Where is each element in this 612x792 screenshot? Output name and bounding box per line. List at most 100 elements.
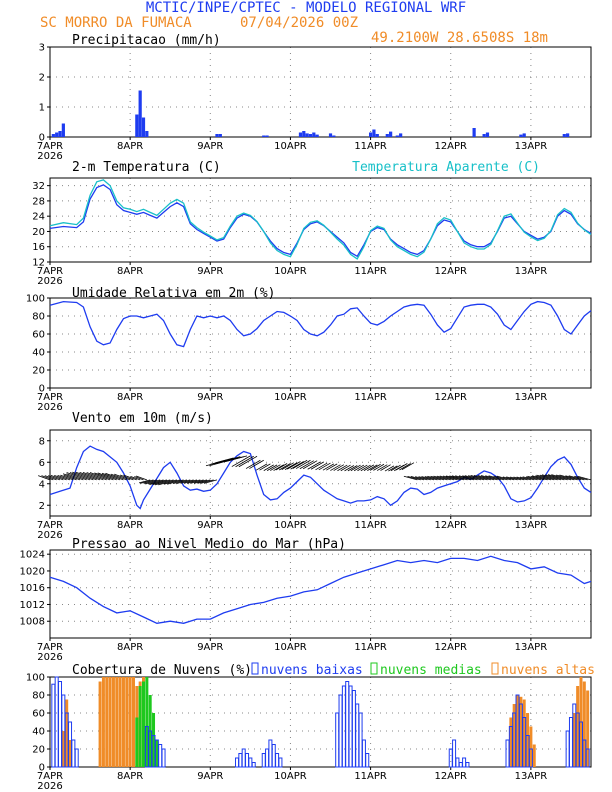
cloud-bar-blue <box>341 685 346 768</box>
wind-arrow <box>220 456 241 463</box>
rh-title: Umidade Relativa em 2m (%) <box>72 286 276 301</box>
slp-xtick-label: 9APR <box>197 642 223 653</box>
precip-bar <box>145 131 149 137</box>
precip-bar <box>138 90 142 137</box>
clouds-ytick-label: 40 <box>32 727 45 738</box>
precip-bar <box>566 133 570 137</box>
rh-ytick-label: 0 <box>39 384 45 395</box>
wind-arrow <box>163 479 181 485</box>
precip-bar <box>302 131 306 137</box>
wind-arrow <box>69 472 91 481</box>
cloud-bar-blue <box>238 753 243 768</box>
wind-arrow <box>373 463 385 471</box>
slp-ytick-label: 1020 <box>20 566 45 577</box>
slp-xtick-label: 11APR <box>354 642 387 653</box>
wind-arrow <box>281 462 294 470</box>
cloud-bar-blue <box>338 694 343 768</box>
cloud-bar-green <box>145 677 149 767</box>
wind-arrow <box>148 479 164 485</box>
wind-arrow <box>333 464 345 471</box>
precip-bar <box>218 134 222 137</box>
cloud-bar-blue <box>275 753 280 768</box>
wind-arrow <box>119 474 134 481</box>
precip-bar <box>51 134 55 137</box>
wind-arrow <box>445 475 461 481</box>
wind-arrow <box>353 464 365 472</box>
cloud-bar-blue <box>161 748 166 768</box>
wind-arrow <box>245 459 261 469</box>
wind-arrow <box>255 463 268 471</box>
cloud-bar-orange <box>522 699 526 767</box>
wind-arrow <box>407 475 421 481</box>
wind-arrow <box>66 473 84 481</box>
clouds-ytick-label: 20 <box>32 745 45 756</box>
wind-ytick-label: 4 <box>39 479 45 490</box>
wind-arrow <box>54 474 67 481</box>
precip-xtick-label: 13APR <box>515 141 548 152</box>
clouds-ytick-label: 100 <box>26 673 45 684</box>
precip-title: Precipitacao (mm/h) <box>72 33 221 48</box>
wind-arrow <box>470 474 488 481</box>
clouds-xtick-label: 10APR <box>274 771 307 782</box>
wind-arrow <box>273 464 284 471</box>
wind-arrow <box>86 472 107 481</box>
precip-bar <box>61 123 65 137</box>
wind-title: Vento em 10m (m/s) <box>72 411 213 426</box>
wind-arrow <box>433 475 448 481</box>
wind-arrow <box>473 474 491 481</box>
wind-arrow <box>149 479 167 485</box>
rh-ytick-label: 80 <box>32 312 45 323</box>
slp-xtick-label: 12APR <box>434 642 467 653</box>
cloud-bar-blue <box>248 757 253 768</box>
precip-bar <box>58 131 62 137</box>
wind-xtick-label: 13APR <box>515 520 548 531</box>
clouds-xtick-label: 13APR <box>515 771 548 782</box>
temp-series-cyan <box>49 179 592 260</box>
wind-arrow <box>315 462 328 471</box>
cloud-bar-orange <box>512 704 516 767</box>
rh-ytick-label: 20 <box>32 366 45 377</box>
wind-arrow <box>158 479 178 486</box>
cloud-bar-blue <box>268 739 273 768</box>
wind-arrow <box>337 464 348 472</box>
clouds-xtick-label: 11APR <box>354 771 387 782</box>
cloud-bar-blue <box>74 748 79 768</box>
cloud-bar-orange <box>519 696 523 767</box>
wind-arrow <box>574 475 588 481</box>
rh-xtick-label: 10APR <box>274 392 307 403</box>
temp-ytick-label: 12 <box>32 258 45 269</box>
wind-arrow <box>200 479 214 484</box>
wind-arrow <box>266 464 278 471</box>
wind-arrow <box>249 459 264 469</box>
cloud-bar-blue <box>158 744 163 768</box>
clouds-year-label: 2026 <box>37 781 62 792</box>
wind-arrow <box>565 475 582 481</box>
wind-arrow <box>535 475 552 481</box>
wind-arrow <box>123 474 137 481</box>
cloud-bar-green <box>152 713 156 767</box>
wind-xtick-label: 8APR <box>117 520 143 531</box>
wind-arrow <box>443 475 458 481</box>
wind-arrow <box>66 472 87 481</box>
temp-title: 2-m Temperatura (C) <box>72 160 221 175</box>
wind-arrow <box>172 479 188 484</box>
wind-arrow <box>79 472 101 481</box>
wind-arrow <box>322 463 335 471</box>
wind-arrow <box>510 476 521 481</box>
precip-bar <box>482 134 486 137</box>
cloud-bar-blue <box>355 703 360 768</box>
precip-bar <box>375 134 379 137</box>
clouds-title: Cobertura de Nuvens (%) <box>72 663 252 678</box>
wind-arrow <box>89 472 111 481</box>
wind-arrow <box>101 472 121 481</box>
wind-arrow <box>531 475 548 481</box>
wind-arrow <box>144 479 161 485</box>
precip-ytick-label: 3 <box>39 43 45 54</box>
wind-arrow <box>235 455 254 468</box>
precip-bar <box>485 132 490 137</box>
temp-xtick-label: 7APR <box>37 266 63 277</box>
precip-year-label: 2026 <box>37 151 62 162</box>
wind-arrow <box>44 475 57 481</box>
wind-arrow <box>330 464 341 471</box>
